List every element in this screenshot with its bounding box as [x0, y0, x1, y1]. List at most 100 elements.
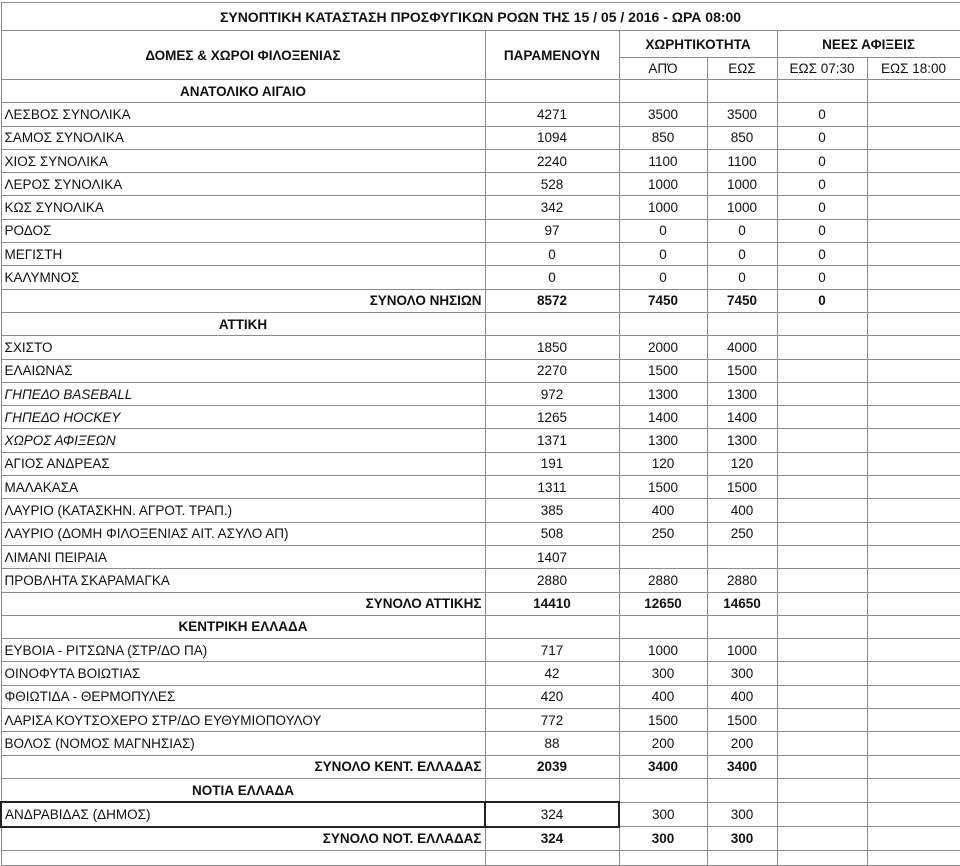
empty-cell [706, 78, 778, 104]
cell-a1800 [866, 544, 960, 570]
cell-a1800 [866, 195, 960, 220]
cell-remaining: 1265 [484, 405, 620, 430]
section-total-row: ΣΥΝΟΛΟ ΝΟΤ. ΕΛΛΑΔΑΣ 324 300 300 [0, 826, 960, 851]
cell-remaining: 508 [484, 521, 620, 546]
cell-from: 250 [618, 521, 708, 546]
cell-remaining: 324 [484, 801, 620, 828]
cell-to: 1300 [706, 428, 778, 453]
cell-a0730 [776, 801, 868, 828]
table-row: ΛΑΥΡΙΟ (ΚΑΤΑΣΚΗΝ. ΑΓΡΟΤ. ΤΡΑΠ.) 385 400 400 [0, 498, 960, 523]
cell-to: 2880 [706, 568, 778, 593]
total-to: 3400 [706, 754, 778, 779]
cell-a1800 [866, 218, 960, 244]
total-to: 14650 [706, 591, 778, 616]
cell-to: 120 [706, 451, 778, 477]
header-capacity-from: ΑΠΌ [618, 57, 708, 80]
cell-remaining: 2270 [484, 358, 620, 383]
cell-a1800 [866, 568, 960, 593]
table-row: ΚΩΣ ΣΥΝΟΛΙΚΑ 342 1000 1000 0 [0, 195, 960, 220]
cell-to: 0 [706, 242, 778, 267]
structure-name: ΛΕΡΟΣ ΣΥΝΟΛΙΚΑ [0, 172, 486, 197]
table-row: ΕΛΑΙΩΝΑΣ 2270 1500 1500 [0, 358, 960, 383]
header-row: ΔΟΜΕΣ & ΧΩΡΟΙ ΦΙΛΟΞΕΝΙΑΣ ΠΑΡΑΜΕΝΟΥΝ ΧΩΡΗ… [0, 30, 960, 80]
header-remaining: ΠΑΡΑΜΕΝΟΥΝ [484, 30, 620, 80]
cell-remaining: 1371 [484, 428, 620, 453]
cell-to: 1300 [706, 381, 778, 407]
section-total-row: ΣΥΝΟΛΟ ΑΤΤΙΚΗΣ 14410 12650 14650 [0, 591, 960, 616]
empty-cell [776, 849, 868, 866]
cell-a0730 [776, 358, 868, 383]
structure-name: ΟΙΝΟΦΥΤΑ ΒΟΙΩΤΙΑΣ [0, 661, 486, 686]
total-label: ΣΥΝΟΛΟ ΝΗΣΙΩΝ [0, 288, 486, 313]
total-from: 300 [618, 826, 708, 851]
table-row: ΛΙΜΑΝΙ ΠΕΙΡΑΙΑ 1407 [0, 544, 960, 570]
table-row: ΦΘΙΩΤΙΔΑ - ΘΕΡΜΟΠΥΛΕΣ 420 400 400 [0, 684, 960, 710]
total-label: ΣΥΝΟΛΟ ΑΤΤΙΚΗΣ [0, 591, 486, 616]
empty-cell [706, 614, 778, 640]
cell-remaining: 1094 [484, 125, 620, 150]
empty-cell [484, 849, 620, 866]
structure-name: ΑΝΔΡΑΒΙΔΑΣ (ΔΗΜΟΣ) [0, 801, 486, 828]
empty-cell [0, 849, 486, 866]
cell-remaining: 528 [484, 172, 620, 197]
cell-a0730 [776, 661, 868, 686]
cell-a1800 [866, 708, 960, 733]
total-a0730: 0 [776, 288, 868, 313]
cell-to: 300 [706, 801, 778, 828]
cell-remaining: 385 [484, 498, 620, 523]
cell-a1800 [866, 428, 960, 453]
table-row: ΓΗΠΕΔΟ HOCKEY 1265 1400 1400 [0, 405, 960, 430]
empty-cell [866, 311, 960, 337]
cell-remaining: 972 [484, 381, 620, 407]
cell-a0730 [776, 428, 868, 453]
cell-a0730 [776, 684, 868, 710]
cell-to: 1100 [706, 148, 778, 174]
table-row: ΛΑΥΡΙΟ (ΔΟΜΗ ΦΙΛΟΞΕΝΙΑΣ ΑΙΤ. ΑΣΥΛΟ ΑΠ) 50… [0, 521, 960, 546]
total-remaining: 324 [484, 826, 620, 851]
cell-a0730 [776, 568, 868, 593]
structure-name: ΡΟΔΟΣ [0, 218, 486, 244]
empty-cell [618, 777, 708, 803]
cell-remaining: 2880 [484, 568, 620, 593]
structure-name: ΒΟΛΟΣ (ΝΟΜΟΣ ΜΑΓΝΗΣΙΑΣ) [0, 731, 486, 756]
cell-to [706, 544, 778, 570]
structure-name: ΛΑΥΡΙΟ (ΔΟΜΗ ΦΙΛΟΞΕΝΙΑΣ ΑΙΤ. ΑΣΥΛΟ ΑΠ) [0, 521, 486, 546]
cell-a0730 [776, 731, 868, 756]
section-header-row: ΑΝΑΤΟΛΙΚΟ ΑΙΓΑΙΟ [0, 78, 960, 104]
cell-a1800 [866, 521, 960, 546]
table-row: ΑΝΔΡΑΒΙΔΑΣ (ΔΗΜΟΣ) 324 300 300 [0, 801, 960, 828]
cell-a1800 [866, 172, 960, 197]
table-row: ΟΙΝΟΦΥΤΑ ΒΟΙΩΤΙΑΣ 42 300 300 [0, 661, 960, 686]
table-row: ΧΙΟΣ ΣΥΝΟΛΙΚΑ 2240 1100 1100 0 [0, 148, 960, 174]
cell-from: 1000 [618, 638, 708, 663]
table-row: ΛΑΡΙΣΑ ΚΟΥΤΣΟΧΕΡΟ ΣΤΡ/ΔΟ ΕΥΘΥΜΙΟΠΟΥΛΟΥ 77… [0, 708, 960, 733]
structure-name: ΚΩΣ ΣΥΝΟΛΙΚΑ [0, 195, 486, 220]
cell-from: 1100 [618, 148, 708, 174]
table-row: ΛΕΣΒΟΣ ΣΥΝΟΛΙΚΑ 4271 3500 3500 0 [0, 102, 960, 127]
cell-a0730 [776, 451, 868, 477]
empty-cell [866, 78, 960, 104]
cell-a1800 [866, 242, 960, 267]
header-capacity-to: ΕΩΣ [706, 57, 778, 80]
cell-from: 3500 [618, 102, 708, 127]
cell-a0730: 0 [776, 172, 868, 197]
cell-from: 300 [618, 801, 708, 828]
cell-a0730: 0 [776, 242, 868, 267]
cell-remaining: 1311 [484, 475, 620, 500]
total-a1800 [866, 591, 960, 616]
table-row: ΣΑΜΟΣ ΣΥΝΟΛΙΚΑ 1094 850 850 0 [0, 125, 960, 150]
cell-a1800 [866, 731, 960, 756]
cell-a0730: 0 [776, 148, 868, 174]
structure-name: ΧΩΡΟΣ ΑΦΙΞΕΩΝ [0, 428, 486, 453]
table-row: ΒΟΛΟΣ (ΝΟΜΟΣ ΜΑΓΝΗΣΙΑΣ) 88 200 200 [0, 731, 960, 756]
table-title: ΣΥΝΟΠΤΙΚΗ ΚΑΤΑΣΤΑΣΗ ΠΡΟΣΦΥΓΙΚΩΝ ΡΟΩΝ ΤΗΣ… [0, 2, 960, 31]
cell-from: 1500 [618, 708, 708, 733]
total-remaining: 2039 [484, 754, 620, 779]
total-a0730 [776, 826, 868, 851]
cell-to: 400 [706, 684, 778, 710]
empty-cell [706, 777, 778, 803]
total-a0730 [776, 591, 868, 616]
cell-from: 850 [618, 125, 708, 150]
section-name: ΝΟΤΙΑ ΕΛΛΑΔΑ [0, 777, 486, 803]
